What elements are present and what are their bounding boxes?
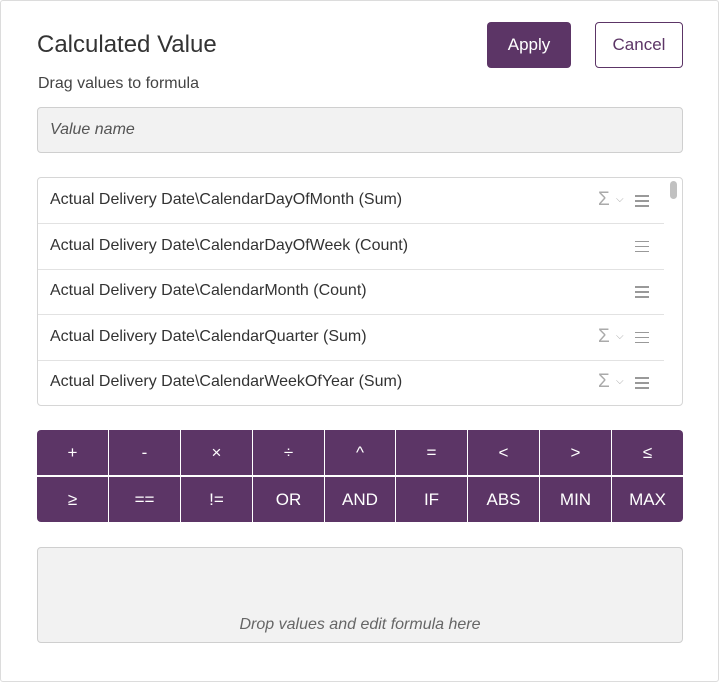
operator-button[interactable]: MIN xyxy=(540,477,611,522)
dialog-subtitle: Drag values to formula xyxy=(38,75,199,92)
sigma-icon[interactable]: Σ xyxy=(598,325,610,347)
operator-button[interactable]: ≤ xyxy=(612,430,683,475)
field-list-item[interactable]: Actual Delivery Date\CalendarQuarter (Su… xyxy=(38,315,664,361)
drag-handle-icon[interactable] xyxy=(635,286,649,298)
field-list-item[interactable]: Actual Delivery Date\CalendarDayOfMonth … xyxy=(38,178,664,224)
field-list-scrollbar[interactable] xyxy=(670,181,677,199)
field-label: Actual Delivery Date\CalendarDayOfWeek (… xyxy=(50,236,409,254)
operator-button[interactable]: = xyxy=(396,430,467,475)
drag-handle-icon[interactable] xyxy=(635,377,649,389)
field-list-item[interactable]: Actual Delivery Date\CalendarDayOfWeek (… xyxy=(38,224,664,270)
cancel-button[interactable]: Cancel xyxy=(595,22,683,68)
chevron-down-icon[interactable]: ⌵ xyxy=(616,194,624,205)
drag-handle-icon[interactable] xyxy=(635,195,649,207)
chevron-down-icon[interactable]: ⌵ xyxy=(616,330,624,342)
field-list-item[interactable]: Actual Delivery Date\CalendarMonth (Coun… xyxy=(38,269,664,316)
operator-button[interactable]: OR xyxy=(253,477,324,522)
operator-button[interactable]: IF xyxy=(396,477,467,522)
operator-button[interactable]: × xyxy=(181,430,252,475)
dialog-title: Calculated Value xyxy=(37,31,217,58)
operator-button[interactable]: == xyxy=(109,477,180,522)
operator-button[interactable]: + xyxy=(37,430,108,475)
operator-button[interactable]: AND xyxy=(325,477,395,522)
chevron-down-icon[interactable]: ⌵ xyxy=(616,376,624,388)
drag-handle-icon[interactable] xyxy=(635,240,649,253)
operator-button[interactable]: != xyxy=(181,477,252,522)
operator-button[interactable]: ÷ xyxy=(253,430,324,475)
operator-button[interactable]: ≥ xyxy=(37,477,108,522)
operator-button[interactable]: - xyxy=(109,430,180,475)
sigma-icon[interactable]: Σ xyxy=(598,189,610,210)
operator-button[interactable]: > xyxy=(540,430,611,475)
drag-handle-icon[interactable] xyxy=(635,331,649,344)
formula-editor[interactable]: Drop values and edit formula here xyxy=(37,547,683,643)
field-list-item[interactable]: Actual Delivery Date\CalendarWeekOfYear … xyxy=(38,360,664,405)
operator-button[interactable]: ABS xyxy=(468,477,539,522)
operator-button[interactable]: < xyxy=(468,430,539,475)
apply-button[interactable]: Apply xyxy=(487,22,571,68)
field-label: Actual Delivery Date\CalendarDayOfMonth … xyxy=(50,191,403,208)
value-name-input[interactable] xyxy=(37,107,683,153)
field-list[interactable]: Actual Delivery Date\CalendarWeekOfYear … xyxy=(37,177,683,406)
operator-panel: + - × ÷ ^ = < > ≤ ≥ == != OR AND IF ABS MIN MAX xyxy=(37,430,683,522)
operator-button[interactable]: MAX xyxy=(612,477,683,522)
formula-placeholder: Drop values and edit formula here xyxy=(239,616,481,633)
field-label: Actual Delivery Date\CalendarWeekOfYear … xyxy=(50,373,403,391)
field-label: Actual Delivery Date\CalendarMonth (Coun… xyxy=(50,282,367,300)
field-label: Actual Delivery Date\CalendarQuarter (Su… xyxy=(50,327,367,345)
sigma-icon[interactable]: Σ xyxy=(598,371,610,393)
operator-button[interactable]: ^ xyxy=(325,430,395,475)
